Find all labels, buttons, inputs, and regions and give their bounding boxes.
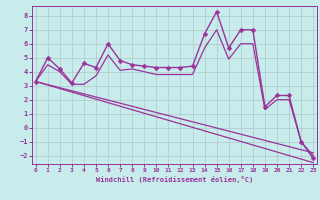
X-axis label: Windchill (Refroidissement éolien,°C): Windchill (Refroidissement éolien,°C) [96,176,253,183]
